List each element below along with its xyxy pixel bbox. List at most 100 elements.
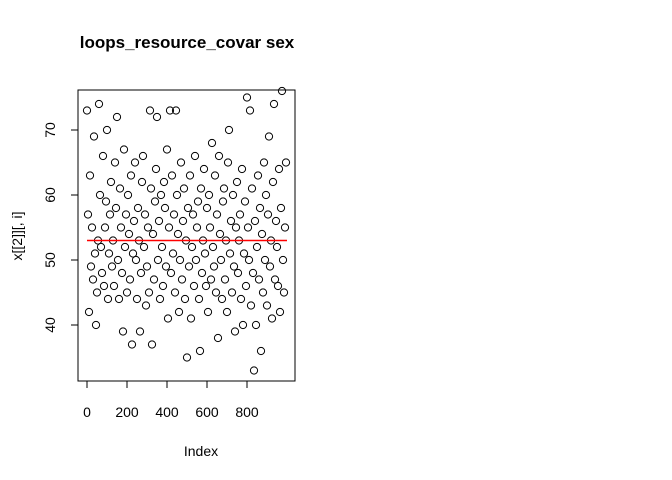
data-point: [226, 216, 236, 226]
data-point: [273, 281, 283, 291]
data-point: [269, 99, 279, 109]
data-point: [120, 242, 130, 252]
data-point: [138, 151, 148, 161]
data-point: [204, 190, 214, 200]
data-point: [104, 249, 114, 258]
data-point: [268, 177, 278, 187]
data-point: [125, 275, 135, 284]
data-point: [252, 242, 262, 252]
data-point: [202, 203, 212, 213]
data-point: [220, 275, 230, 284]
data-point: [240, 197, 250, 206]
data-point: [122, 288, 132, 297]
data-point: [176, 158, 186, 167]
data-point: [229, 262, 239, 271]
data-point: [199, 164, 209, 174]
data-point: [91, 320, 101, 330]
x-tick-label: 600: [195, 404, 219, 420]
data-point: [183, 203, 193, 213]
data-point: [214, 151, 224, 161]
data-point: [278, 255, 288, 265]
data-point: [141, 301, 151, 310]
data-point: [92, 288, 102, 297]
data-point: [219, 184, 229, 193]
data-point: [261, 190, 271, 200]
data-point: [121, 210, 131, 219]
data-point: [137, 177, 147, 187]
data-point: [270, 275, 280, 284]
data-point: [173, 229, 183, 239]
data-point: [253, 171, 263, 180]
data-point: [164, 223, 174, 232]
data-point: [209, 262, 219, 271]
data-point: [145, 106, 155, 115]
data-point: [167, 171, 177, 180]
y-tick-label: 50: [42, 252, 58, 268]
data-point: [174, 307, 184, 317]
data-point: [248, 268, 258, 278]
data-point: [111, 203, 121, 213]
data-point: [197, 268, 207, 278]
data-point: [193, 197, 203, 206]
y-axis-label: x[[2]][, i]: [9, 211, 25, 260]
x-tick-label: 800: [235, 404, 259, 420]
data-point: [88, 275, 98, 284]
data-point: [97, 268, 107, 278]
data-point: [136, 268, 146, 278]
data-point: [267, 314, 277, 323]
data-point: [85, 171, 95, 180]
data-point: [162, 145, 172, 154]
data-point: [161, 262, 171, 271]
data-point: [280, 223, 290, 232]
data-point: [131, 255, 141, 265]
data-point: [188, 210, 198, 219]
data-point: [82, 106, 92, 115]
data-point: [119, 145, 129, 154]
data-point: [207, 138, 217, 148]
data-point: [237, 164, 247, 174]
data-point: [212, 210, 222, 219]
data-point: [123, 190, 133, 200]
data-point: [210, 171, 220, 180]
data-point: [105, 210, 115, 219]
chart-title: loops_resource_covar sex: [80, 33, 295, 52]
data-point: [231, 223, 241, 232]
data-point: [118, 327, 128, 336]
data-point: [146, 184, 156, 193]
data-point: [238, 320, 248, 330]
data-point: [178, 216, 188, 226]
data-point: [154, 216, 164, 226]
data-point: [148, 229, 158, 239]
data-point: [102, 125, 112, 135]
data-point: [272, 242, 282, 252]
data-point: [117, 268, 127, 278]
x-axis-label: Index: [184, 443, 218, 459]
data-point: [127, 340, 137, 349]
data-point: [194, 294, 204, 304]
data-point: [113, 255, 123, 265]
data-point: [87, 223, 97, 232]
data-point: [274, 164, 284, 174]
data-point: [232, 177, 242, 187]
data-point: [225, 249, 235, 258]
data-point: [147, 340, 157, 349]
data-point: [103, 294, 113, 304]
data-point: [236, 294, 246, 304]
data-point: [276, 203, 286, 213]
data-point: [163, 314, 173, 323]
data-point: [200, 249, 210, 258]
y-tick-label: 40: [42, 317, 58, 333]
data-point: [255, 203, 265, 213]
data-point: [241, 281, 251, 291]
data-point: [251, 320, 261, 330]
data-point: [99, 281, 109, 291]
data-point: [142, 262, 152, 271]
data-point: [228, 190, 238, 200]
data-point: [247, 184, 257, 193]
data-point: [218, 197, 228, 206]
data-point: [224, 125, 234, 135]
data-point: [245, 106, 255, 115]
data-point: [187, 242, 197, 252]
data-point: [196, 184, 206, 193]
